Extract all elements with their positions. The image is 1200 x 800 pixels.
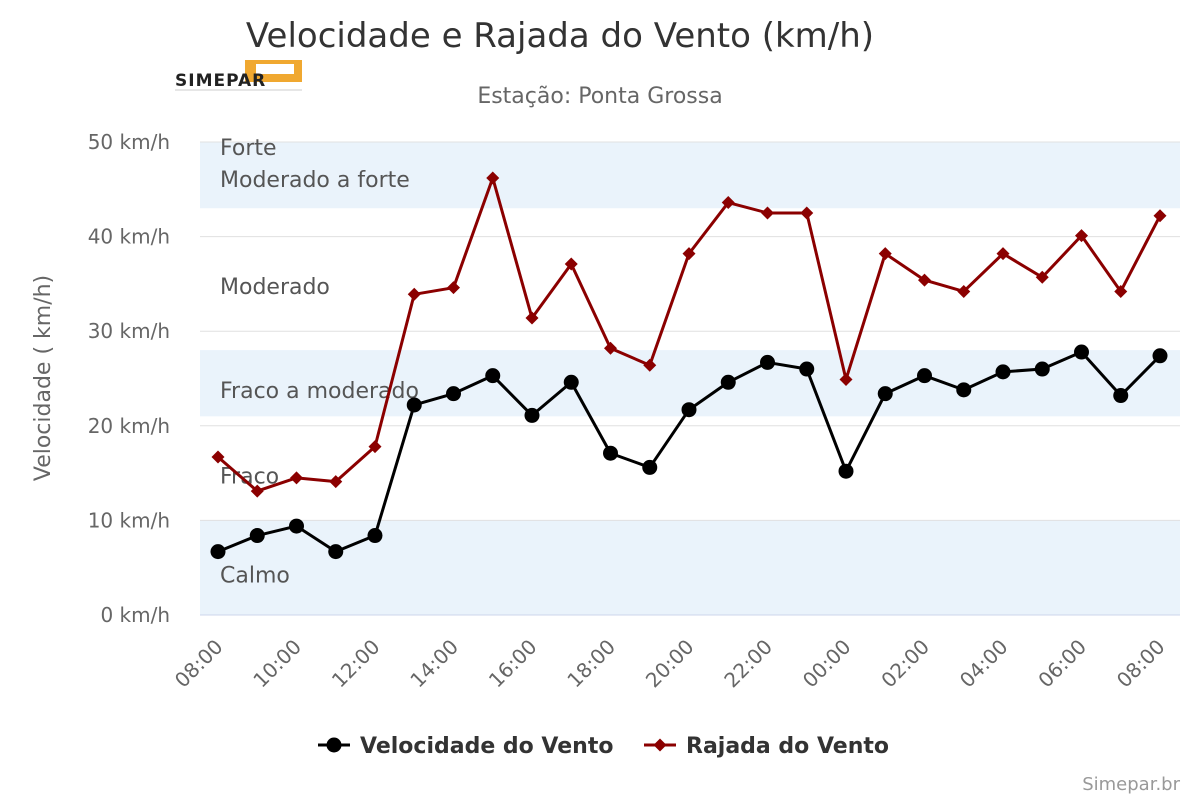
series-layer	[210, 171, 1168, 560]
y-tick-label: 0 km/h	[100, 603, 170, 627]
point-velocidade[interactable]	[406, 397, 422, 413]
plot-band-0	[200, 520, 1180, 615]
credits-link[interactable]: Simepar.br	[1082, 774, 1180, 795]
point-velocidade[interactable]	[563, 374, 579, 390]
y-tick-label: 20 km/h	[88, 414, 170, 438]
y-tick-label: 30 km/h	[88, 319, 170, 343]
point-rajada[interactable]	[250, 484, 264, 498]
point-velocidade[interactable]	[485, 368, 501, 384]
point-velocidade[interactable]	[1113, 388, 1129, 404]
x-tick-label: 10:00	[248, 635, 306, 693]
point-rajada[interactable]	[682, 247, 696, 261]
legend-item-0[interactable]: Velocidade do Vento	[318, 734, 613, 759]
point-rajada[interactable]	[800, 206, 814, 220]
series-line-1	[217, 176, 1162, 493]
point-velocidade[interactable]	[642, 459, 658, 475]
point-velocidade[interactable]	[446, 386, 461, 402]
point-rajada[interactable]	[368, 440, 382, 454]
logo-text: SIMEPAR	[175, 71, 266, 91]
point-rajada[interactable]	[447, 281, 460, 295]
y-tick-label: 40 km/h	[88, 225, 170, 249]
point-velocidade[interactable]	[917, 368, 932, 384]
point-velocidade[interactable]	[720, 374, 736, 390]
plot-band-4	[200, 142, 1180, 209]
simepar-logo: SIMEPAR	[175, 60, 302, 91]
point-rajada[interactable]	[604, 341, 617, 355]
x-tick-label: 12:00	[327, 635, 385, 693]
point-rajada[interactable]	[878, 247, 892, 261]
x-tick-label: 14:00	[405, 635, 463, 693]
legend: Velocidade do Vento Rajada do Vento	[318, 734, 889, 759]
x-tick-label: 22:00	[719, 635, 777, 693]
grid-lines	[200, 141, 1180, 616]
legend-item-1[interactable]: Rajada do Vento	[644, 734, 889, 759]
point-rajada[interactable]	[329, 475, 343, 489]
point-velocidade[interactable]	[328, 544, 344, 560]
band-label-5: Forte	[220, 136, 277, 161]
x-tick-label: 16:00	[484, 635, 542, 693]
point-velocidade[interactable]	[681, 402, 697, 418]
band-label-4: Moderado a forte	[220, 168, 410, 193]
logo-mark-inner	[256, 64, 294, 74]
point-rajada[interactable]	[1153, 209, 1167, 223]
legend-marker	[326, 737, 342, 753]
point-velocidade[interactable]	[367, 528, 383, 544]
x-tick-label: 18:00	[562, 635, 620, 693]
point-velocidade[interactable]	[1074, 344, 1089, 360]
point-velocidade[interactable]	[289, 518, 304, 534]
point-velocidade[interactable]	[956, 382, 972, 398]
point-velocidade[interactable]	[524, 407, 540, 423]
band-label-3: Moderado	[220, 275, 330, 300]
point-velocidade[interactable]	[210, 544, 226, 560]
point-velocidade[interactable]	[249, 528, 265, 544]
point-rajada[interactable]	[1075, 229, 1088, 243]
point-velocidade[interactable]	[1152, 348, 1168, 364]
y-axis-title: Velocidade ( km/h)	[31, 275, 56, 481]
point-rajada[interactable]	[1114, 284, 1128, 298]
point-velocidade[interactable]	[995, 364, 1011, 380]
x-tick-label: 00:00	[798, 635, 856, 693]
point-rajada[interactable]	[407, 287, 421, 301]
point-rajada[interactable]	[486, 171, 500, 185]
point-rajada[interactable]	[996, 247, 1010, 261]
y-tick-label: 10 km/h	[88, 508, 170, 532]
x-tick-label: 20:00	[641, 635, 699, 693]
point-rajada[interactable]	[643, 358, 657, 372]
y-tick-label: 50 km/h	[88, 130, 170, 154]
point-rajada[interactable]	[957, 284, 971, 298]
point-velocidade[interactable]	[877, 386, 893, 402]
x-tick-label: 08:00	[1112, 635, 1170, 693]
plot-bands	[200, 142, 1180, 615]
point-rajada[interactable]	[918, 273, 931, 287]
point-rajada[interactable]	[211, 450, 225, 464]
point-rajada[interactable]	[1035, 270, 1049, 284]
x-tick-label: 08:00	[170, 635, 228, 693]
legend-label: Rajada do Vento	[686, 734, 889, 759]
point-rajada[interactable]	[564, 257, 578, 271]
point-velocidade[interactable]	[799, 361, 815, 377]
point-rajada[interactable]	[721, 196, 735, 210]
legend-label: Velocidade do Vento	[360, 734, 613, 759]
y-axis-ticks: 0 km/h 10 km/h 20 km/h 30 km/h 40 km/h 50 km/…	[88, 130, 170, 627]
x-tick-label: 02:00	[876, 635, 934, 693]
x-tick-label: 06:00	[1033, 635, 1091, 693]
point-rajada[interactable]	[290, 471, 303, 485]
point-rajada[interactable]	[525, 311, 539, 325]
point-velocidade[interactable]	[1034, 361, 1050, 377]
chart-title: Velocidade e Rajada do Vento (km/h)	[246, 16, 874, 56]
chart-subtitle: Estação: Ponta Grossa	[477, 84, 722, 109]
point-rajada[interactable]	[839, 372, 853, 386]
x-tick-label: 04:00	[955, 635, 1013, 693]
point-rajada[interactable]	[761, 206, 774, 220]
x-axis-ticks: 08:00 10:00 12:00 14:00 16:00 18:00 20:00 22:00…	[170, 635, 1170, 693]
point-velocidade[interactable]	[603, 445, 618, 461]
point-velocidade[interactable]	[838, 463, 854, 479]
band-label-0: Calmo	[220, 564, 290, 589]
legend-marker	[653, 738, 667, 752]
point-velocidade[interactable]	[760, 354, 775, 370]
